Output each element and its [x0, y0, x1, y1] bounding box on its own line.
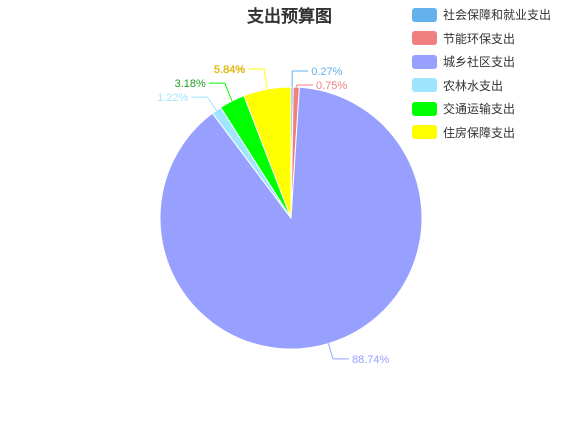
- slice-data-label: 5.84%: [214, 64, 245, 76]
- leader-line: [295, 84, 313, 88]
- leader-line: [291, 70, 309, 88]
- slice-data-label: 1.22%: [157, 92, 188, 104]
- legend-label: 城乡社区支出: [443, 55, 516, 70]
- legend: 社会保障和就业支出 节能环保支出 城乡社区支出 农林水支出交通运输支出 住房保障支出: [412, 3, 551, 144]
- leader-line: [327, 343, 349, 360]
- legend-swatch: [412, 54, 437, 69]
- legend-item[interactable]: 社会保障和就业支出: [412, 3, 551, 27]
- legend-item[interactable]: 城乡社区支出: [412, 50, 551, 74]
- leader-line: [208, 82, 233, 102]
- slice-data-label: 3.18%: [175, 78, 206, 90]
- legend-swatch: [412, 7, 437, 22]
- slice-data-label: 88.74%: [352, 354, 390, 366]
- legend-item[interactable]: 住房保障支出: [412, 121, 551, 145]
- legend-swatch: [412, 78, 437, 93]
- legend-swatch: [412, 101, 437, 116]
- legend-item[interactable]: 交通运输支出: [412, 97, 551, 121]
- legend-swatch: [412, 31, 437, 46]
- legend-item[interactable]: 农林水支出: [412, 74, 551, 98]
- legend-item[interactable]: 节能环保支出: [412, 27, 551, 51]
- legend-label: 住房保障支出: [443, 125, 516, 140]
- leader-line: [248, 68, 268, 90]
- chart-title-text: 支出预算图: [247, 7, 332, 26]
- slice-data-label: 0.75%: [316, 80, 347, 92]
- legend-swatch: [412, 125, 437, 140]
- legend-label: 节能环保支出: [443, 31, 516, 46]
- leader-line: [191, 96, 217, 111]
- slice-data-label: 0.27%: [311, 66, 342, 78]
- legend-label: 社会保障和就业支出: [443, 8, 552, 23]
- legend-label: 交通运输支出: [443, 102, 516, 117]
- chart-title: 支出预算图: [0, 2, 583, 27]
- legend-label: 农林水支出: [443, 78, 504, 93]
